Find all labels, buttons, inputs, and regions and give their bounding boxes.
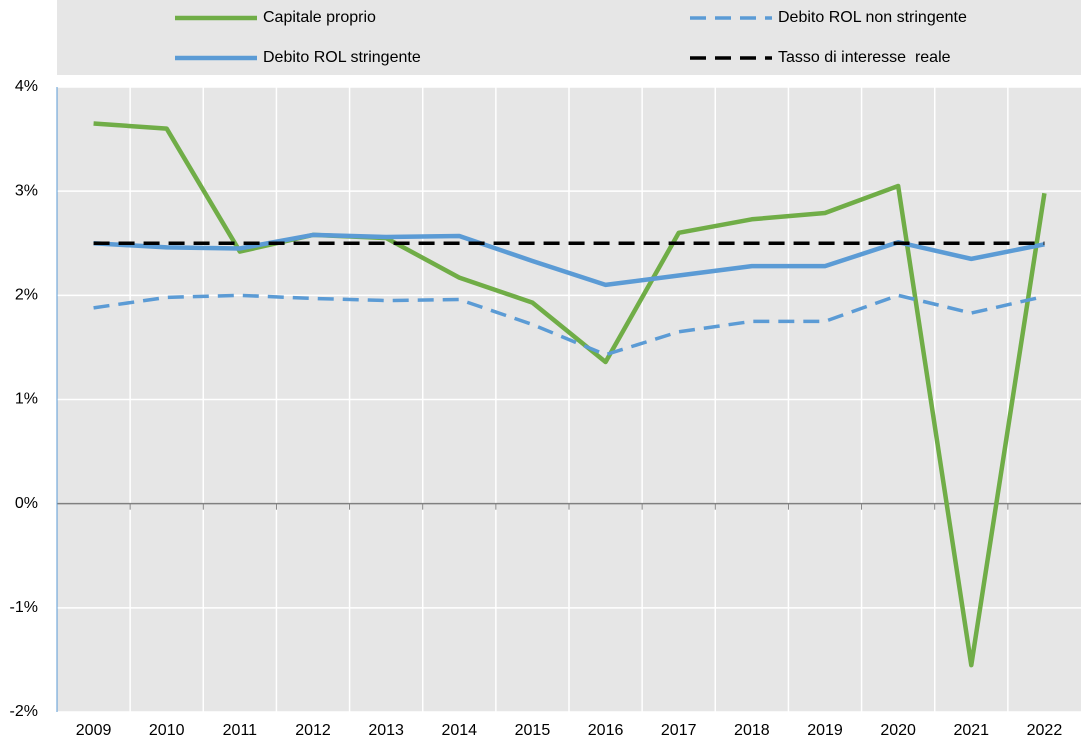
x-tick-label: 2011 (223, 722, 258, 739)
legend-label: Debito ROL non stringente (778, 9, 967, 26)
x-tick-label: 2020 (880, 722, 916, 739)
y-tick-label: -2% (10, 703, 38, 720)
series-line (93, 121, 1047, 668)
y-tick-label: -1% (10, 599, 38, 616)
x-tick-label: 2014 (441, 722, 477, 739)
x-tick-label: 2010 (149, 722, 185, 739)
x-tick-label: 2016 (588, 722, 624, 739)
x-tick-label: 2021 (953, 722, 989, 739)
legend-background (57, 0, 1081, 75)
y-tick-label: 3% (15, 182, 38, 199)
y-tick-label: 0% (15, 495, 38, 512)
x-tick-label: 2019 (807, 722, 843, 739)
legend-label: Capitale proprio (263, 9, 376, 26)
series-line (93, 232, 1045, 288)
x-tick-label: 2017 (661, 722, 697, 739)
x-tick-label: 2018 (734, 722, 770, 739)
x-tick-label: 2022 (1027, 722, 1063, 739)
legend-label: Debito ROL stringente (263, 49, 421, 66)
y-tick-label: 1% (15, 391, 38, 408)
y-tick-label: 2% (15, 287, 38, 304)
x-tick-label: 2009 (76, 722, 112, 739)
x-tick-label: 2012 (295, 722, 331, 739)
legend-label: Tasso di interesse reale (778, 49, 951, 66)
x-tick-label: 2013 (368, 722, 404, 739)
x-tick-label: 2015 (515, 722, 551, 739)
y-tick-label: 4% (15, 78, 38, 95)
series-line (93, 293, 1045, 357)
